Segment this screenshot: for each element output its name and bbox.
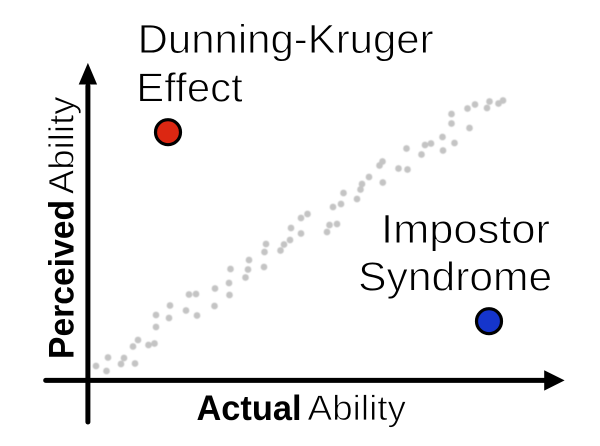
svg-text:Ability: Ability: [43, 96, 82, 194]
svg-text:Dunning-Kruger: Dunning-Kruger: [138, 16, 434, 62]
svg-text:Syndrome: Syndrome: [358, 253, 552, 299]
svg-text:Effect: Effect: [136, 65, 243, 111]
svg-text:Actual: Actual: [197, 389, 302, 428]
svg-text:Ability: Ability: [308, 389, 407, 428]
svg-text:Impostor: Impostor: [381, 206, 550, 252]
svg-text:Perceived: Perceived: [43, 200, 82, 359]
